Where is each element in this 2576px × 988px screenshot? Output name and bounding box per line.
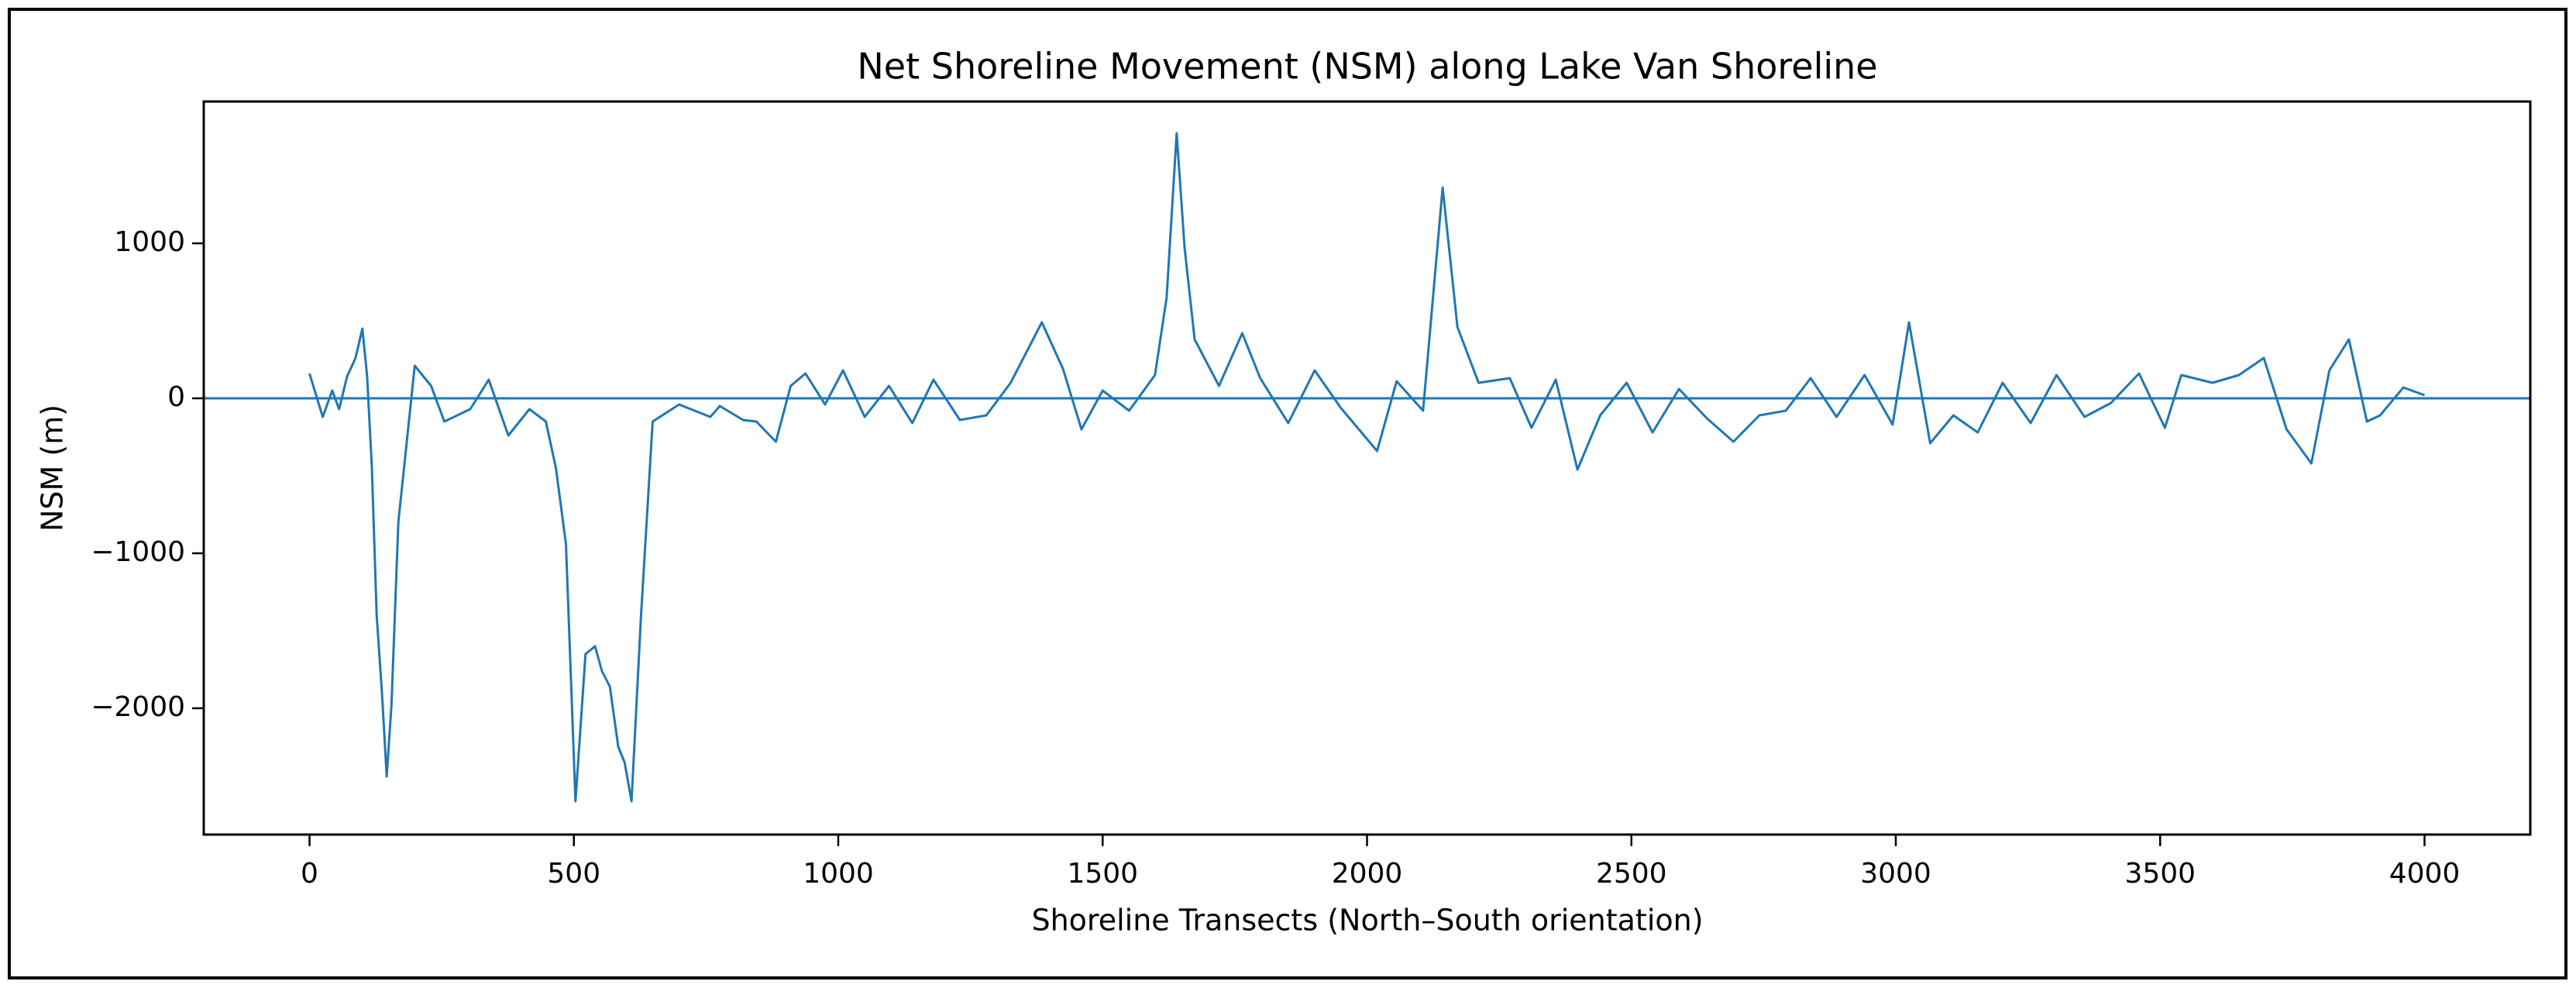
- x-tick-label: 500: [547, 858, 600, 890]
- chart-title: Net Shoreline Movement (NSM) along Lake …: [857, 46, 1877, 88]
- x-tick-label: 2500: [1596, 858, 1667, 890]
- y-axis-label: NSM (m): [36, 404, 70, 532]
- y-tick-label: −1000: [91, 536, 185, 568]
- x-tick-label: 2000: [1332, 858, 1403, 890]
- x-tick-label: 1500: [1067, 858, 1138, 890]
- x-tick-label: 0: [301, 858, 318, 890]
- y-tick-label: 1000: [114, 226, 185, 258]
- x-axis-label: Shoreline Transects (North–South orienta…: [1031, 904, 1703, 938]
- x-tick-label: 3000: [1860, 858, 1931, 890]
- frame: [8, 8, 2567, 979]
- x-tick-label: 4000: [2389, 858, 2461, 890]
- y-tick-label: −2000: [91, 691, 185, 723]
- x-tick-label: 1000: [803, 858, 874, 890]
- data-line: [308, 132, 2426, 803]
- y-tick-label: 0: [167, 381, 185, 413]
- x-tick-label: 3500: [2124, 858, 2196, 890]
- plot-frame: [202, 100, 2532, 836]
